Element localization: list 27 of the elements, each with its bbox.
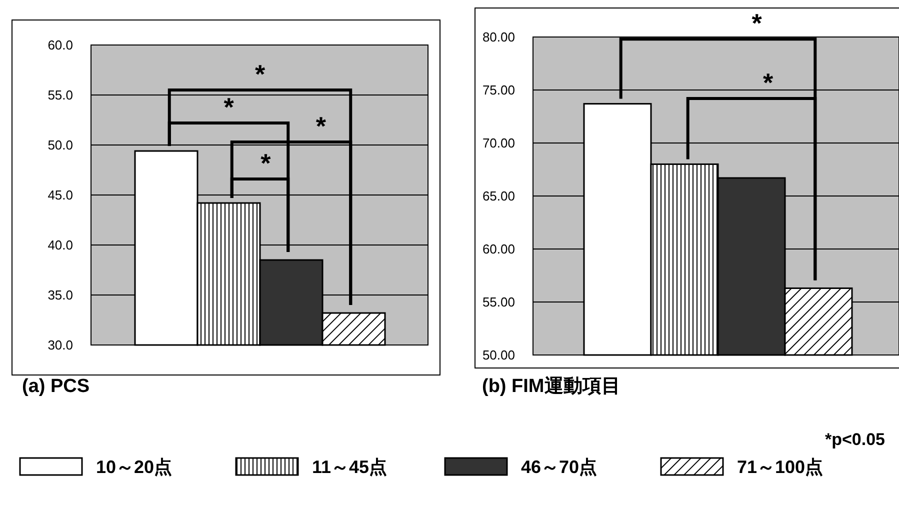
annotation: * bbox=[762, 67, 774, 98]
y-tick-label: 60.00 bbox=[482, 242, 515, 257]
text: (b) FIM運動項目 bbox=[482, 376, 620, 397]
y-tick-label: 50.0 bbox=[48, 138, 73, 153]
y-tick-label: 55.0 bbox=[48, 88, 73, 103]
y-tick-label: 30.0 bbox=[48, 338, 73, 353]
annotation: * bbox=[316, 111, 327, 141]
annotation: * bbox=[224, 92, 235, 122]
y-tick-label: 35.0 bbox=[48, 288, 73, 303]
legend-label: 10～20点 bbox=[96, 457, 172, 477]
y-tick-label: 80.00 bbox=[482, 30, 515, 45]
y-tick-label: 65.00 bbox=[482, 188, 515, 204]
y-tick-label: 55.00 bbox=[482, 294, 515, 310]
y-tick-label: 45.0 bbox=[48, 188, 73, 203]
annotation: * bbox=[254, 59, 266, 89]
y-tick-label: 75.00 bbox=[482, 82, 515, 98]
y-tick-label: 70.00 bbox=[482, 136, 515, 151]
annotation: * bbox=[752, 8, 763, 38]
annotation: * bbox=[260, 148, 272, 178]
legend-label: 46～70点 bbox=[521, 457, 598, 477]
y-tick-label: 60.0 bbox=[48, 38, 73, 53]
text: *p<0.05 bbox=[824, 430, 885, 449]
legend-label: 71～100点 bbox=[737, 457, 824, 477]
y-tick-label: 40.0 bbox=[48, 238, 73, 253]
y-tick-label: 50.00 bbox=[482, 348, 515, 363]
legend-label: 11～45点 bbox=[312, 457, 388, 477]
text: (a) PCS bbox=[22, 376, 90, 397]
